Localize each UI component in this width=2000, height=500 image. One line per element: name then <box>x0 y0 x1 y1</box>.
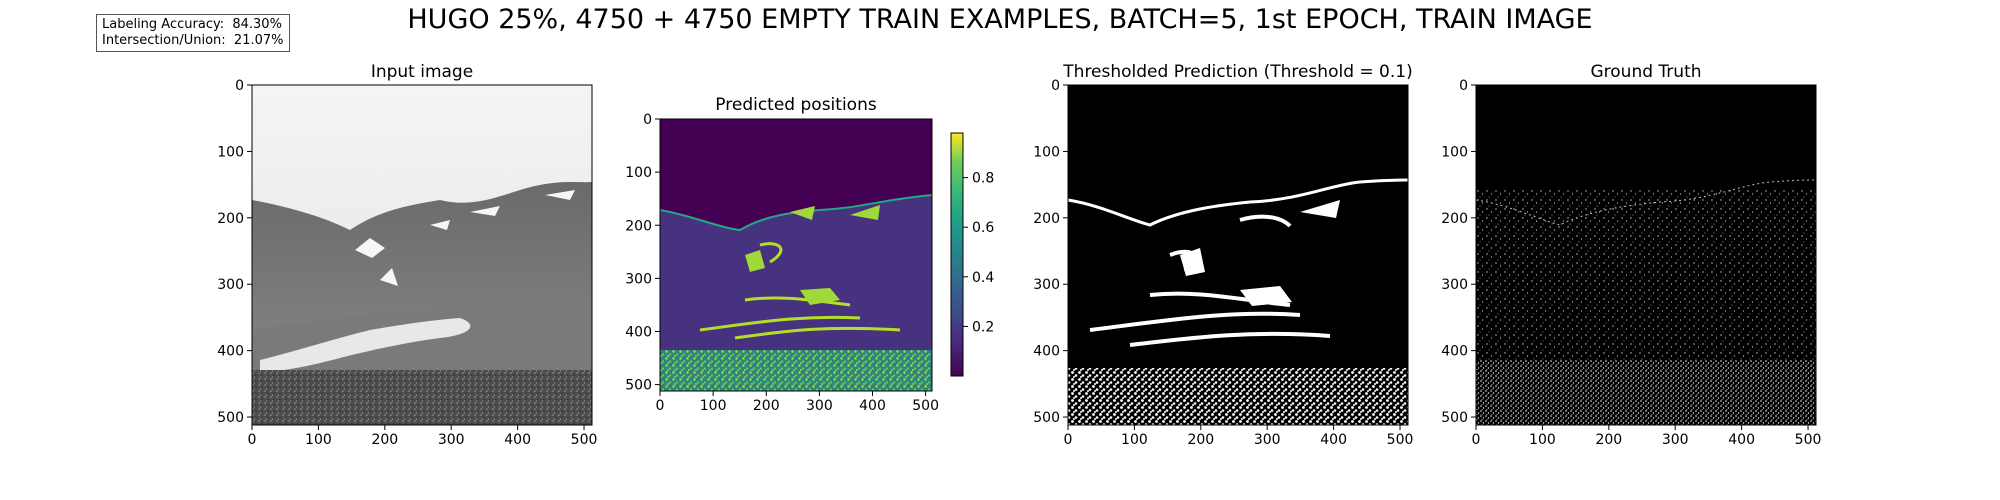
metrics-box: Labeling Accuracy: 84.30% Intersection/U… <box>96 14 290 52</box>
y-tick-label: 0 <box>1051 78 1060 94</box>
y-tick-label: 200 <box>217 211 244 227</box>
x-tick-label: 0 <box>248 432 257 448</box>
input-image-foreground <box>252 370 592 425</box>
x-tick-label: 0 <box>656 398 665 414</box>
thresholded-bands <box>1089 214 1331 347</box>
x-tick-label: 300 <box>1662 432 1689 448</box>
y-tick-label: 0 <box>1459 78 1468 94</box>
colorbar-gradient <box>950 132 964 377</box>
y-tick-label: 100 <box>1033 144 1060 160</box>
x-tick-label: 100 <box>1529 432 1556 448</box>
x-tick-label: 300 <box>1254 432 1281 448</box>
x-tick-label: 500 <box>571 432 598 448</box>
x-tick-label: 500 <box>912 398 939 414</box>
y-tick-label: 100 <box>217 144 244 160</box>
panel-ground-truth <box>1475 84 1817 426</box>
y-tick-label: 400 <box>1033 344 1060 360</box>
y-tick-label: 500 <box>1441 410 1468 426</box>
predicted-bands <box>699 242 901 340</box>
x-tick-label: 0 <box>1064 432 1073 448</box>
x-tick-label: 100 <box>1121 432 1148 448</box>
accuracy-value: 84.30% <box>232 17 282 32</box>
panel-predicted-positions <box>659 118 933 392</box>
iou-value: 21.07% <box>233 33 284 48</box>
predicted-patches <box>745 205 880 305</box>
x-tick-label: 400 <box>504 432 531 448</box>
iou-label: Intersection/Union: <box>102 33 226 48</box>
y-tick-label: 300 <box>217 277 244 293</box>
colorbar-ticks: 0.2 0.4 0.6 0.8 <box>963 171 994 335</box>
colorbar-tick-label: 0.4 <box>972 270 994 286</box>
y-tick-label: 500 <box>217 410 244 426</box>
y-tick-label: 400 <box>1441 344 1468 360</box>
thresholded-title: Thresholded Prediction (Threshold = 0.1) <box>1062 62 1412 82</box>
ground-truth-hill-speckle <box>1476 190 1816 360</box>
panel-input-image <box>251 84 593 426</box>
ground-truth-frame <box>1475 84 1817 426</box>
y-tick-label: 400 <box>217 344 244 360</box>
colorbar-tick-label: 0.8 <box>972 171 994 187</box>
colorbar-tick-label: 0.6 <box>972 220 994 236</box>
input-image-river <box>260 318 471 372</box>
predicted-hills <box>660 195 932 391</box>
x-tick-label: 400 <box>859 398 886 414</box>
predicted-foreground <box>660 350 932 391</box>
y-tick-label: 100 <box>1441 144 1468 160</box>
x-tick-label: 200 <box>753 398 780 414</box>
thresholded-frame <box>1067 84 1409 426</box>
y-tick-label: 500 <box>1033 410 1060 426</box>
x-tick-label: 500 <box>1795 432 1822 448</box>
ground-truth-foreground <box>1476 360 1816 425</box>
y-tick-label: 200 <box>1033 211 1060 227</box>
predicted-positions-title: Predicted positions <box>715 95 877 115</box>
colorbar-tick-label: 0.2 <box>972 319 994 335</box>
x-tick-label: 200 <box>1187 432 1214 448</box>
x-tick-label: 300 <box>806 398 833 414</box>
colorbar: 0.2 0.4 0.6 0.8 <box>950 132 994 377</box>
x-tick-label: 500 <box>1387 432 1414 448</box>
y-tick-label: 500 <box>625 378 652 394</box>
thresholded-ridge-line <box>1067 178 1409 227</box>
y-tick-label: 300 <box>625 271 652 287</box>
x-tick-label: 0 <box>1472 432 1481 448</box>
predicted-frame <box>659 118 933 392</box>
y-tick-label: 200 <box>1441 211 1468 227</box>
accuracy-label: Labeling Accuracy: <box>102 17 225 32</box>
y-tick-label: 0 <box>235 78 244 94</box>
x-tick-label: 400 <box>1728 432 1755 448</box>
y-tick-label: 0 <box>643 112 652 128</box>
panel-thresholded-prediction <box>1067 84 1409 426</box>
x-tick-label: 300 <box>438 432 465 448</box>
figure-title: HUGO 25%, 4750 + 4750 EMPTY TRAIN EXAMPL… <box>407 4 1593 35</box>
input-image-title: Input image <box>371 62 473 82</box>
thresholded-patches <box>1180 200 1340 306</box>
predicted-ridge-line <box>659 194 933 232</box>
thresholded-foreground <box>1068 368 1408 425</box>
input-image-frame <box>251 84 593 426</box>
y-tick-label: 100 <box>625 165 652 181</box>
ground-truth-title: Ground Truth <box>1590 62 1701 82</box>
x-tick-label: 100 <box>305 432 332 448</box>
y-tick-label: 200 <box>625 218 652 234</box>
x-tick-label: 200 <box>371 432 398 448</box>
x-tick-label: 100 <box>700 398 727 414</box>
x-tick-label: 200 <box>1595 432 1622 448</box>
x-tick-label: 400 <box>1320 432 1347 448</box>
y-tick-label: 300 <box>1441 277 1468 293</box>
ground-truth-ridge-line <box>1475 179 1817 226</box>
y-tick-label: 300 <box>1033 277 1060 293</box>
y-tick-label: 400 <box>625 325 652 341</box>
